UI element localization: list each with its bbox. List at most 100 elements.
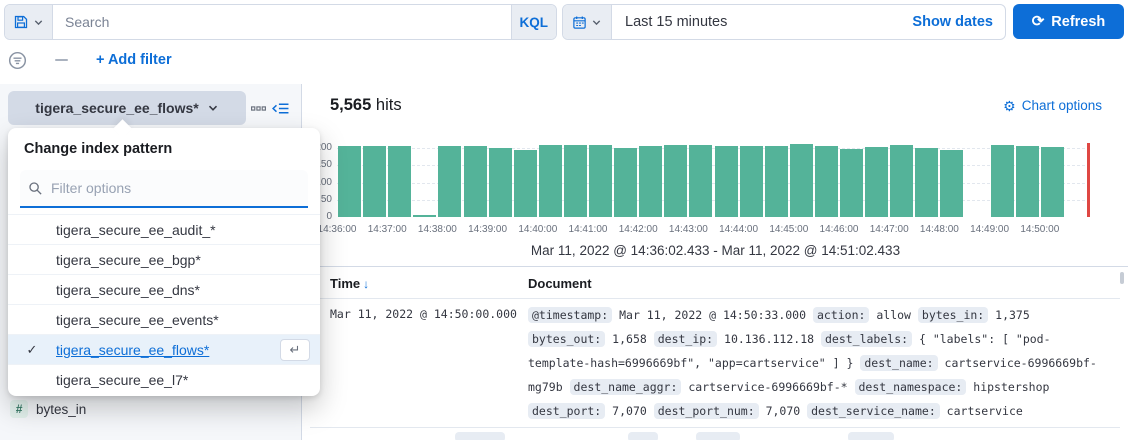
index-pattern-button[interactable]: tigera_secure_ee_flows* xyxy=(8,91,246,125)
histogram-bar[interactable] xyxy=(764,146,788,217)
x-axis-tick: 14:40:00 xyxy=(518,224,558,235)
histogram-bar[interactable] xyxy=(915,148,939,217)
doc-field-value: 7,070 xyxy=(758,404,808,418)
add-filter-button[interactable]: + Add filter xyxy=(96,52,172,68)
histogram-bar[interactable] xyxy=(338,146,362,217)
doc-field-value: cartservice xyxy=(939,404,1023,418)
hits-line: 5,565 hits xyxy=(330,96,402,115)
doc-field-value: cartservice-6996669bf-mg79b xyxy=(528,356,1097,394)
histogram-bar[interactable] xyxy=(1040,147,1064,217)
grid-line xyxy=(337,182,1090,184)
sort-descending-icon[interactable]: ↓ xyxy=(363,277,370,291)
histogram-bar[interactable] xyxy=(563,145,587,217)
hits-count: 5,565 xyxy=(330,96,372,114)
date-quick-select-button[interactable] xyxy=(563,5,612,39)
index-pattern-option[interactable]: tigera_secure_ee_l7* xyxy=(8,364,320,394)
column-header-time[interactable]: Time ↓ xyxy=(330,276,370,291)
doc-field-name: dest_port: xyxy=(528,403,606,419)
histogram-bar[interactable] xyxy=(639,146,663,217)
histogram-bar[interactable] xyxy=(1015,146,1039,217)
field-name: bytes_in xyxy=(36,401,87,417)
calendar-icon xyxy=(572,15,587,30)
partial-badge xyxy=(455,432,505,440)
histogram-bar[interactable] xyxy=(413,215,437,217)
current-time-marker xyxy=(1087,143,1090,217)
date-picker-bar: Last 15 minutes Show dates xyxy=(562,4,1006,40)
doc-field-value: 1,658 xyxy=(605,332,654,346)
return-key-icon: ↵ xyxy=(280,338,310,361)
index-pattern-option[interactable]: tigera_secure_ee_events* xyxy=(8,304,320,334)
doc-field-name: dest_namespace: xyxy=(854,379,967,395)
query-language-button[interactable]: KQL xyxy=(510,5,556,39)
histogram-bar[interactable] xyxy=(513,150,537,217)
vertical-scrollbar[interactable] xyxy=(1120,272,1124,284)
hits-label: hits xyxy=(375,96,402,114)
index-pattern-list: tigera_secure_ee_audit_* tigera_secure_ee… xyxy=(8,214,320,394)
index-pattern-option[interactable]: ✓ tigera_secure_ee_flows* ↵ xyxy=(8,334,320,364)
doc-field-name: dest_port_num: xyxy=(653,403,759,419)
grid-line xyxy=(337,148,1090,150)
chevron-down-icon xyxy=(33,17,44,28)
histogram-bar[interactable] xyxy=(463,146,487,217)
histogram-bar[interactable] xyxy=(814,146,838,217)
index-filter-field[interactable] xyxy=(20,170,308,208)
column-header-document: Document xyxy=(528,276,592,291)
histogram-bar[interactable] xyxy=(890,145,914,217)
histogram-bar[interactable] xyxy=(865,147,889,217)
x-axis-tick: 14:46:00 xyxy=(819,224,859,235)
histogram-bar[interactable] xyxy=(940,150,964,217)
histogram-bar[interactable] xyxy=(739,146,763,217)
refresh-icon: ⟳ xyxy=(1031,13,1045,30)
row-document-value[interactable]: @timestamp: Mar 11, 2022 @ 14:50:33.000 … xyxy=(528,303,1106,423)
gear-icon: ⚙ xyxy=(1003,97,1016,114)
x-axis-tick: 14:44:00 xyxy=(719,224,759,235)
histogram-bar[interactable] xyxy=(488,148,512,217)
query-bar: KQL xyxy=(4,4,557,40)
histogram-bar[interactable] xyxy=(538,145,562,217)
row-divider xyxy=(310,427,1120,428)
doc-field-value: Mar 11, 2022 @ 14:50:33.000 xyxy=(612,308,813,322)
doc-field-name: bytes_out: xyxy=(528,331,606,347)
chart-options-label: Chart options xyxy=(1021,98,1102,113)
index-pattern-option[interactable]: tigera_secure_ee_dns* xyxy=(8,274,320,304)
histogram-bar[interactable] xyxy=(789,144,813,217)
histogram-bar[interactable] xyxy=(714,146,738,217)
doc-field-name: dest_ip: xyxy=(653,331,718,347)
histogram-bar[interactable] xyxy=(363,146,387,217)
saved-query-menu-button[interactable] xyxy=(5,5,53,39)
boxes-horizontal-icon[interactable] xyxy=(250,100,267,117)
index-filter-input[interactable] xyxy=(51,180,300,196)
time-range-value[interactable]: Last 15 minutes xyxy=(625,14,728,30)
search-input[interactable] xyxy=(53,5,511,39)
refresh-button[interactable]: ⟳ Refresh xyxy=(1013,4,1124,39)
index-pattern-option-label: tigera_secure_ee_events* xyxy=(56,311,219,328)
chevron-down-icon xyxy=(207,102,219,114)
histogram-bar[interactable] xyxy=(664,145,688,217)
index-pattern-option[interactable]: tigera_secure_ee_audit_* xyxy=(8,214,320,244)
histogram-bar[interactable] xyxy=(589,145,613,217)
show-dates-button[interactable]: Show dates xyxy=(912,14,993,30)
histogram-bar[interactable] xyxy=(689,145,713,217)
filter-menu-icon[interactable] xyxy=(8,51,27,70)
histogram-bar[interactable] xyxy=(438,146,462,217)
doc-field-value: { "labels": [ "pod-template-hash=6996669… xyxy=(528,332,1051,370)
x-axis-tick: 14:38:00 xyxy=(417,224,457,235)
doc-field-name: dest_labels: xyxy=(820,331,913,347)
histogram-bar[interactable] xyxy=(388,146,412,217)
field-item-bytes-in[interactable]: # bytes_in xyxy=(10,400,86,418)
index-pattern-option-label: tigera_secure_ee_flows* xyxy=(56,341,210,358)
doc-field-name: dest_name_aggr: xyxy=(569,379,682,395)
chart-time-range-label: Mar 11, 2022 @ 14:36:02.433 - Mar 11, 20… xyxy=(530,243,901,258)
chart-options-button[interactable]: ⚙ Chart options xyxy=(1003,98,1102,113)
change-index-pattern-popover: Change index pattern tigera_secure_ee_au… xyxy=(8,128,320,396)
search-icon xyxy=(28,181,43,196)
doc-field-name: dest_name: xyxy=(860,355,938,371)
index-pattern-option[interactable]: tigera_secure_ee_bgp* xyxy=(8,244,320,274)
x-axis-tick: 14:42:00 xyxy=(618,224,658,235)
row-time-value[interactable]: Mar 11, 2022 @ 14:50:00.000 xyxy=(330,307,517,321)
histogram-bar[interactable] xyxy=(990,145,1014,217)
histogram-bar[interactable] xyxy=(614,148,638,217)
collapse-sidebar-icon[interactable] xyxy=(272,100,289,117)
x-axis-tick: 14:45:00 xyxy=(769,224,809,235)
histogram-bar[interactable] xyxy=(840,149,864,217)
